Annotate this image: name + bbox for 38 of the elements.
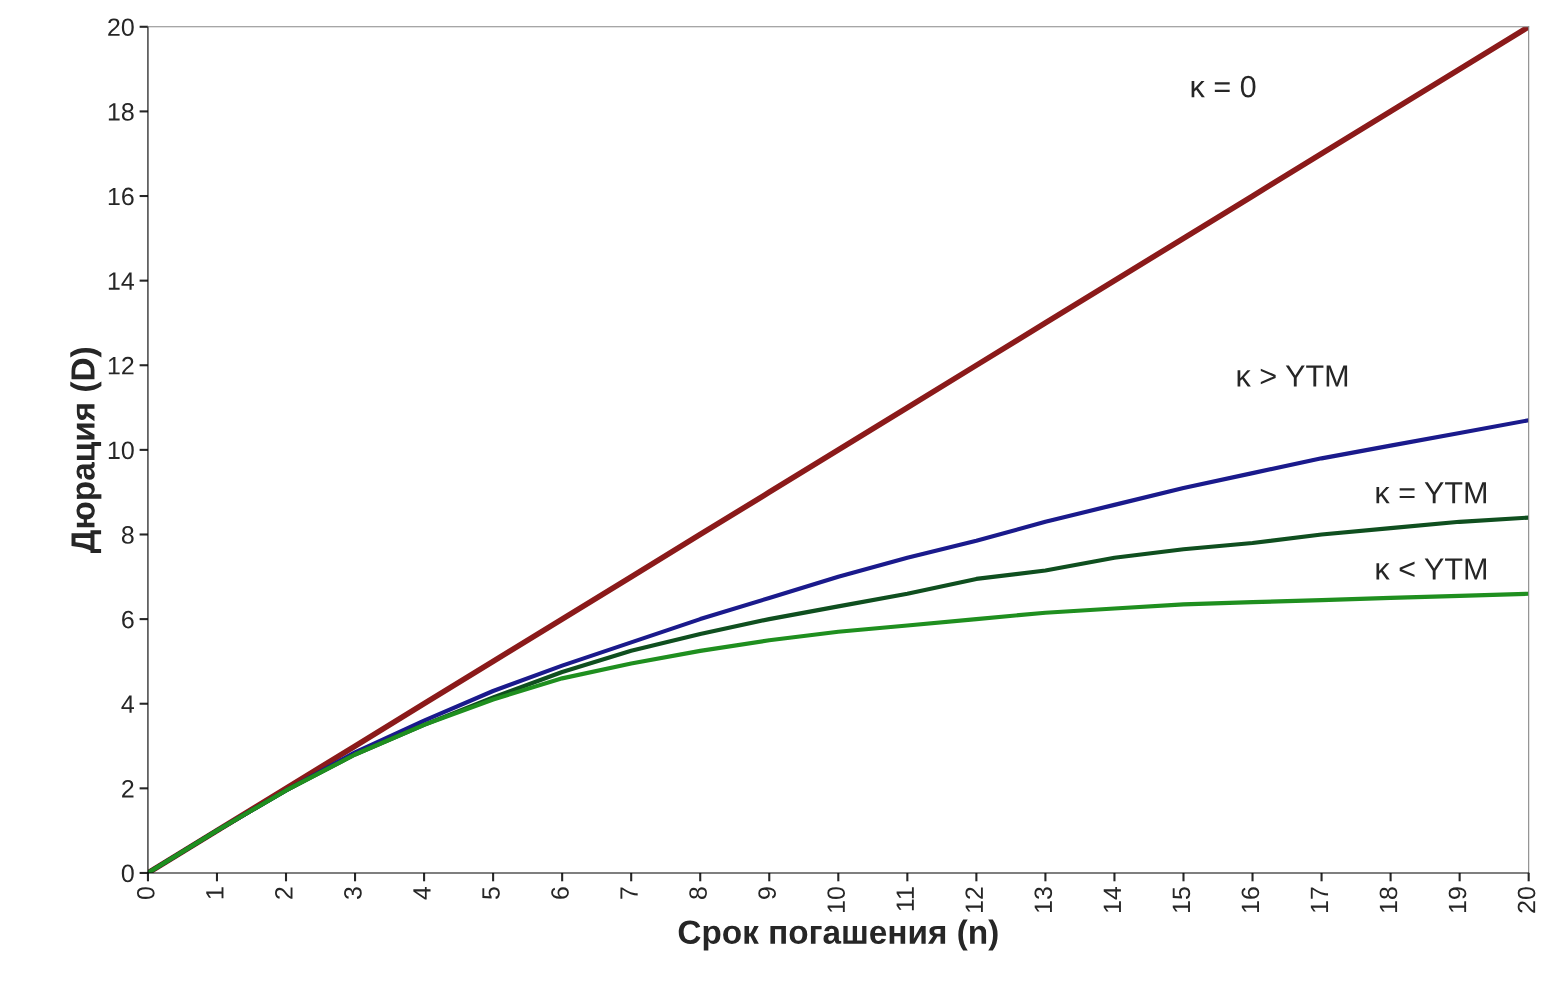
x-tick-label: 18	[1379, 887, 1398, 913]
y-tick-label: 0	[121, 864, 134, 883]
x-tick-label: 9	[758, 887, 776, 899]
y-tick-label: 14	[108, 272, 135, 290]
series-label: κ < YTM	[1376, 558, 1486, 580]
x-tick-label: 15	[1172, 887, 1191, 913]
series-label: κ = YTM	[1376, 482, 1486, 504]
x-tick-label: 19	[1448, 887, 1467, 913]
y-tick-label: 16	[108, 187, 134, 206]
y-tick-label: 4	[121, 695, 135, 713]
y-tick-label: 10	[108, 441, 134, 460]
x-tick-label: 7	[620, 887, 638, 899]
y-tick-label: 2	[122, 779, 134, 798]
x-tick-label: 3	[344, 887, 362, 900]
text: κ > YTM	[1237, 365, 1348, 387]
y-tick-label: 18	[108, 103, 134, 121]
y-tick-label: 20	[108, 18, 134, 37]
x-tick-label: 11	[896, 887, 914, 911]
x-tick-label: 10	[827, 887, 846, 913]
text: κ = 0	[1191, 75, 1256, 98]
y-tick-label: 8	[121, 526, 134, 544]
y-axis-title: Дюрация (D)	[70, 347, 102, 554]
x-tick-label: 0	[136, 887, 155, 900]
x-tick-label: 8	[689, 887, 707, 899]
x-tick-label: 20	[1517, 887, 1536, 913]
x-axis-title: Срок погашения (n)	[678, 919, 998, 951]
y-tick-label: 12	[108, 356, 134, 375]
y-tick-label: 6	[122, 610, 134, 629]
x-tick-label: 5	[482, 887, 500, 900]
x-tick-label: 16	[1241, 887, 1260, 913]
x-tick-label: 13	[1034, 887, 1053, 913]
x-tick-label: 2	[275, 887, 293, 899]
x-tick-label: 1	[206, 887, 224, 899]
x-tick-label: 6	[551, 887, 569, 899]
x-tick-label: 4	[413, 886, 431, 900]
x-tick-label: 17	[1310, 887, 1329, 913]
x-tick-label: 14	[1103, 886, 1121, 913]
x-tick-label: 12	[965, 887, 983, 913]
